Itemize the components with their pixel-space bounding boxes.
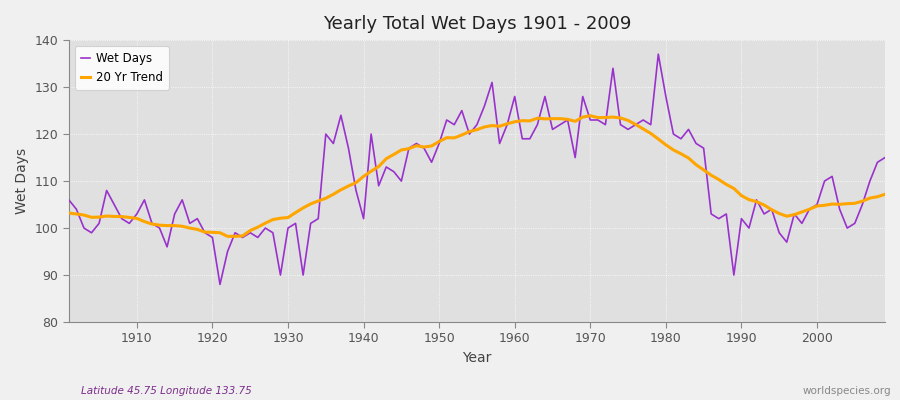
Line: 20 Yr Trend: 20 Yr Trend [68, 116, 885, 236]
20 Yr Trend [124, 215, 135, 220]
Wet Days [63, 198, 74, 202]
20 Yr Trend [517, 118, 527, 123]
Title: Yearly Total Wet Days 1901 - 2009: Yearly Total Wet Days 1901 - 2009 [323, 15, 631, 33]
20 Yr Trend [585, 113, 596, 118]
Wet Days [652, 52, 663, 57]
Wet Days [608, 66, 618, 71]
Legend: Wet Days, 20 Yr Trend: Wet Days, 20 Yr Trend [75, 46, 169, 90]
20 Yr Trend [509, 119, 520, 124]
Text: worldspecies.org: worldspecies.org [803, 386, 891, 396]
20 Yr Trend [222, 234, 233, 239]
Text: Latitude 45.75 Longitude 133.75: Latitude 45.75 Longitude 133.75 [81, 386, 252, 396]
20 Yr Trend [879, 192, 890, 197]
20 Yr Trend [615, 116, 626, 120]
Wet Days [517, 136, 527, 141]
Wet Days [879, 155, 890, 160]
20 Yr Trend [63, 211, 74, 216]
X-axis label: Year: Year [463, 351, 491, 365]
Wet Days [509, 94, 520, 99]
Wet Days [214, 282, 225, 287]
Y-axis label: Wet Days: Wet Days [15, 148, 29, 214]
20 Yr Trend [343, 184, 354, 188]
Wet Days [124, 221, 135, 226]
Wet Days [343, 146, 354, 150]
20 Yr Trend [298, 206, 309, 210]
Line: Wet Days: Wet Days [68, 54, 885, 284]
Wet Days [298, 273, 309, 278]
